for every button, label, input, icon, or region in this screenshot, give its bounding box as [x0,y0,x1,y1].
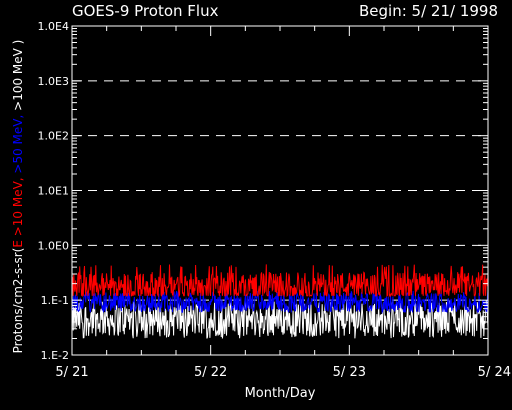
y-axis-label: Protons/cm2-s-sr(E >10 MeV, >50 MeV, >10… [11,40,25,354]
x-axis: 5/ 21 5/ 22 5/ 23 5/ 24 [55,26,511,380]
begin-date: Begin: 5/ 21/ 1998 [359,2,498,20]
x-axis-label: Month/Day [245,386,316,401]
series-line [71,290,489,315]
x-tick-label: 5/ 24 [478,365,511,380]
x-tick-label: 5/ 22 [194,365,227,380]
series-line [71,264,489,298]
y-axis-label-part: Protons/cm2-s-sr( [11,248,25,354]
y-tick-label: 1.E-2 [41,349,69,362]
x-tick-label: 5/ 23 [333,365,366,380]
y-tick-label: 1.0E4 [38,20,69,33]
y-tick-label: 1.E-1 [41,294,69,307]
y-axis: 1.E-2 1.E-1 1.0E0 1.0E1 1.0E2 1.0E3 1.0E4 [38,20,488,362]
series-traces [71,264,489,339]
grid-lines [72,80,488,301]
y-tick-label: 1.0E3 [38,75,69,88]
y-axis-label-part: >50 MeV, [11,111,25,174]
chart-title: GOES-9 Proton Flux [72,2,219,20]
y-tick-label: 1.0E0 [38,239,69,252]
x-tick-label: 5/ 21 [55,365,88,380]
y-axis-label-part: E >10 MeV, [11,174,25,248]
y-tick-label: 1.0E1 [38,185,69,198]
y-tick-label: 1.0E2 [38,130,69,143]
y-axis-label-part: >100 MeV ) [11,40,25,111]
